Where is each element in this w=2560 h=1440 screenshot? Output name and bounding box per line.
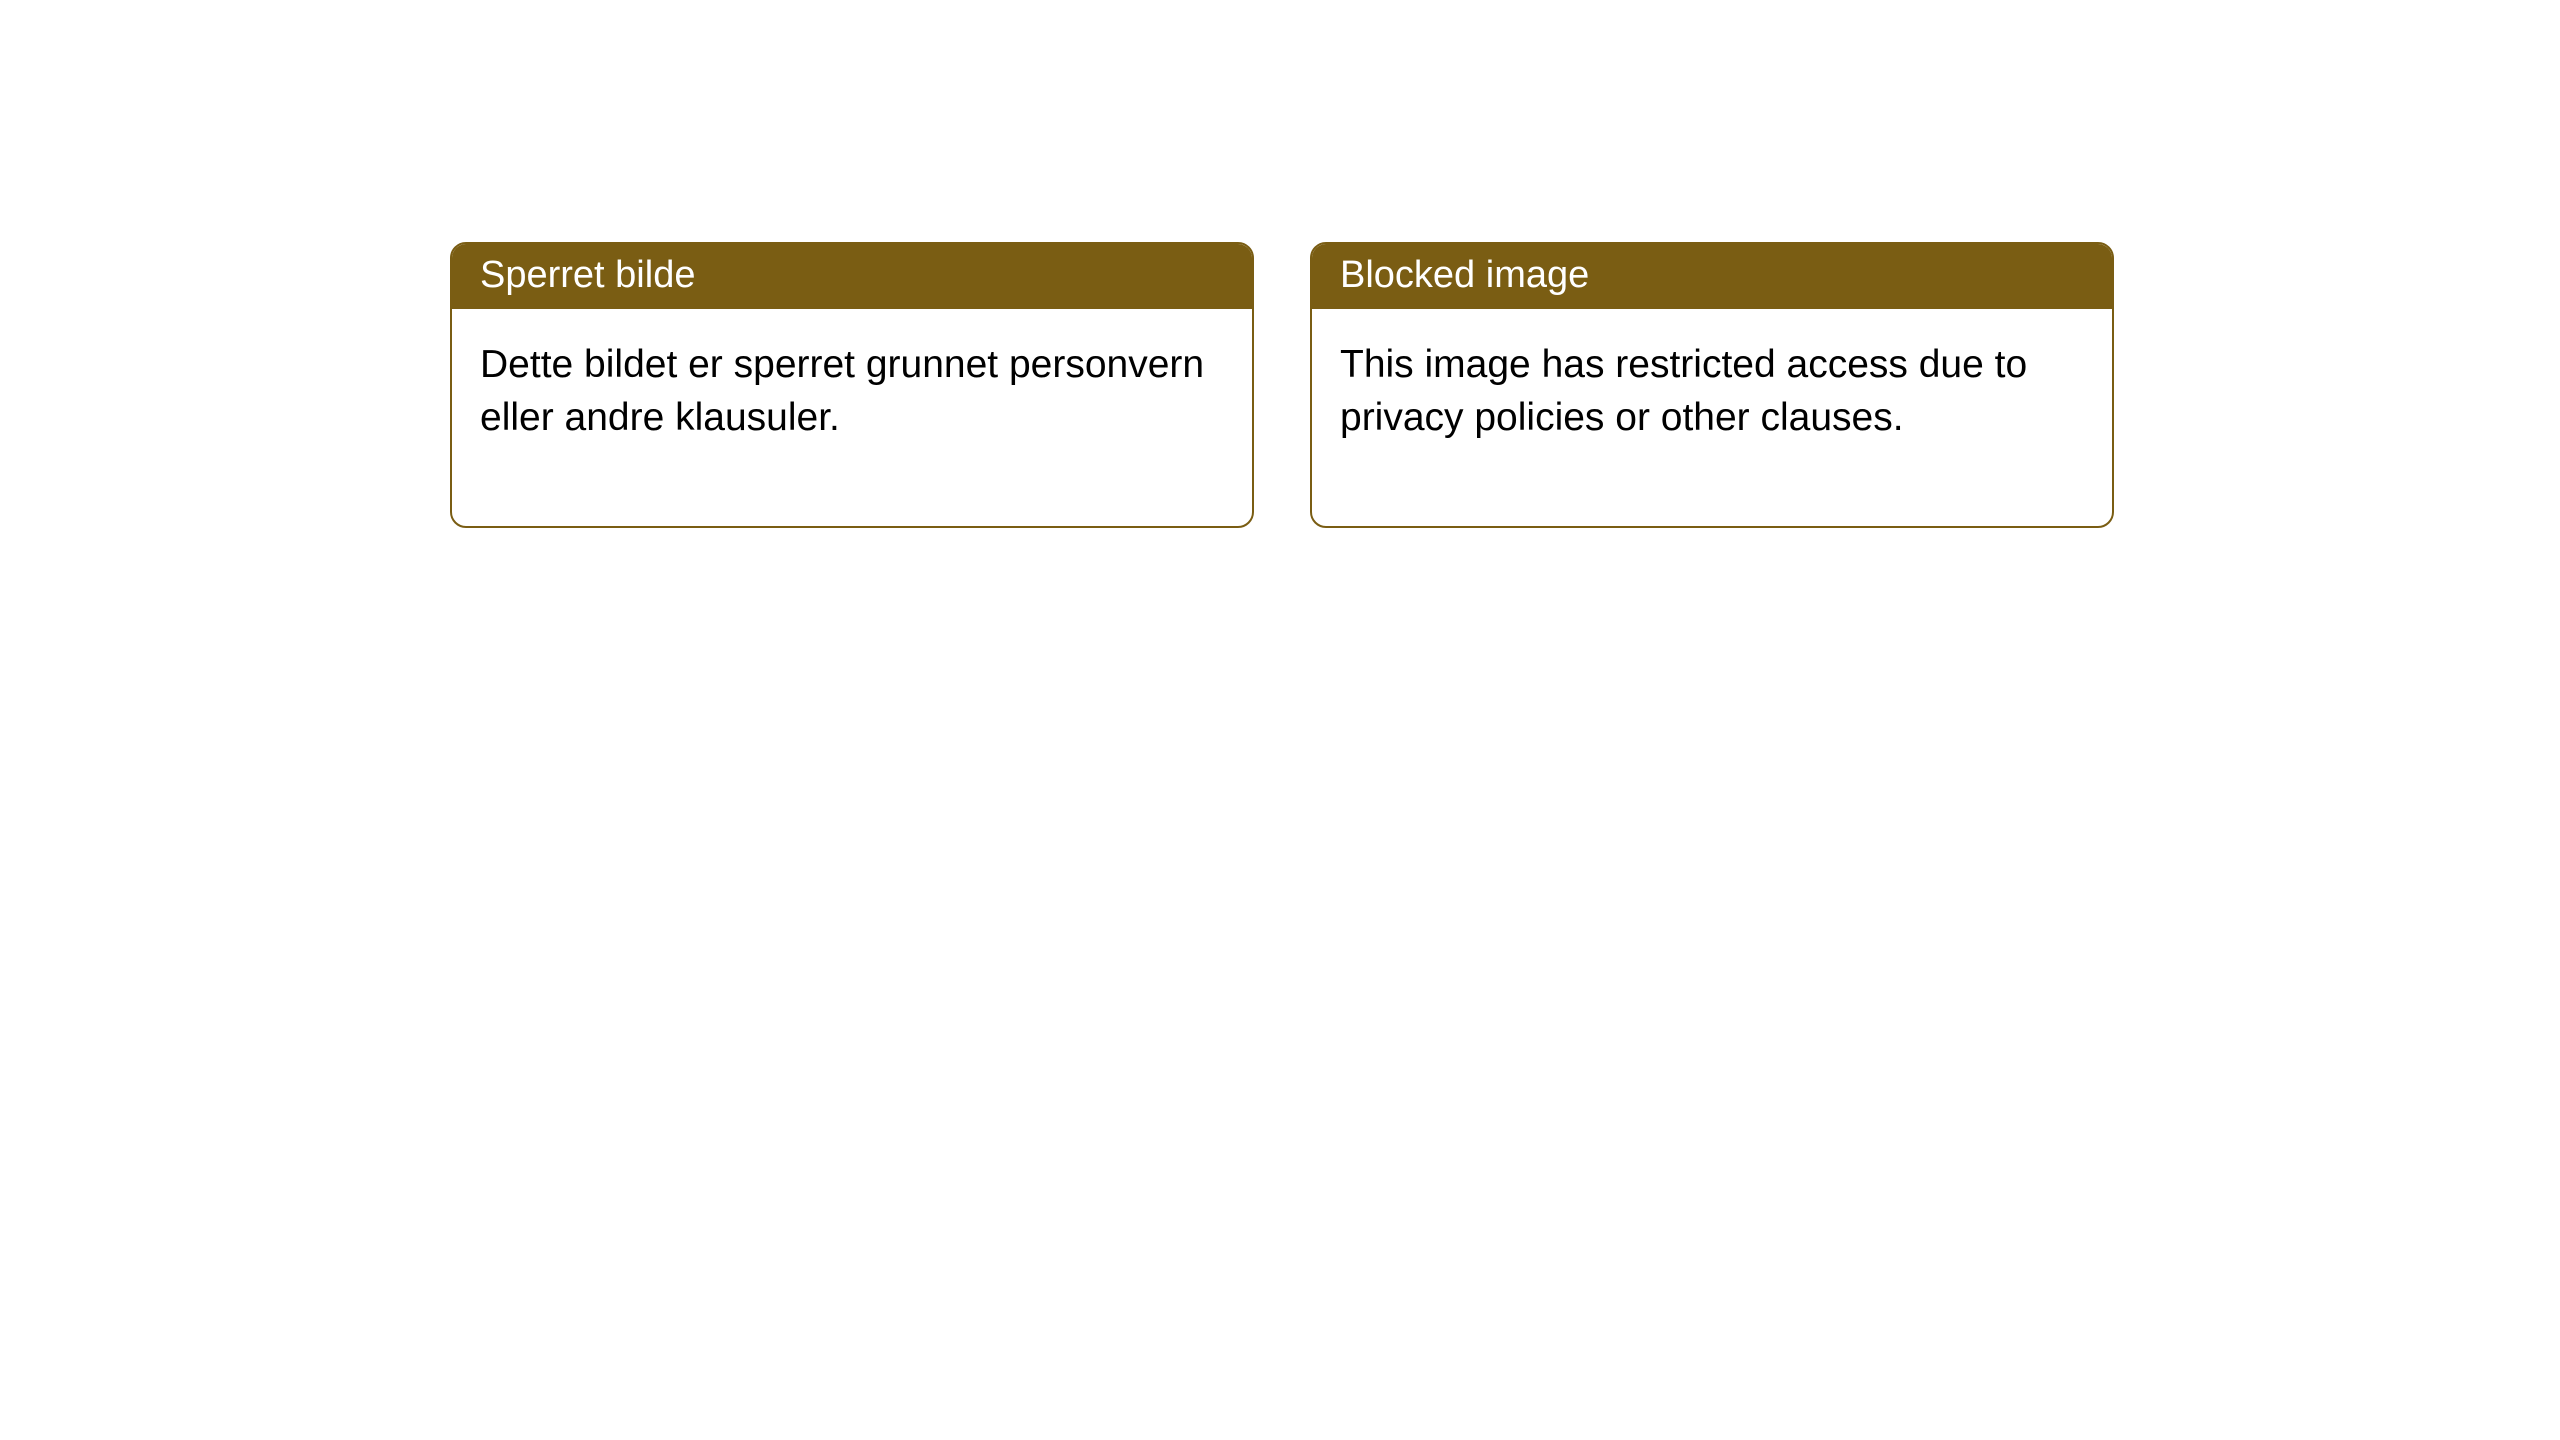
notice-body-text: Dette bildet er sperret grunnet personve… [480, 343, 1204, 439]
notice-card-norwegian: Sperret bilde Dette bildet er sperret gr… [450, 242, 1254, 528]
notice-title: Blocked image [1340, 254, 1589, 296]
notice-body: Dette bildet er sperret grunnet personve… [452, 309, 1252, 526]
notice-container: Sperret bilde Dette bildet er sperret gr… [0, 0, 2560, 528]
notice-header: Sperret bilde [452, 244, 1252, 309]
notice-card-english: Blocked image This image has restricted … [1310, 242, 2114, 528]
notice-header: Blocked image [1312, 244, 2112, 309]
notice-body-text: This image has restricted access due to … [1340, 343, 2027, 439]
notice-body: This image has restricted access due to … [1312, 309, 2112, 526]
notice-title: Sperret bilde [480, 254, 695, 296]
